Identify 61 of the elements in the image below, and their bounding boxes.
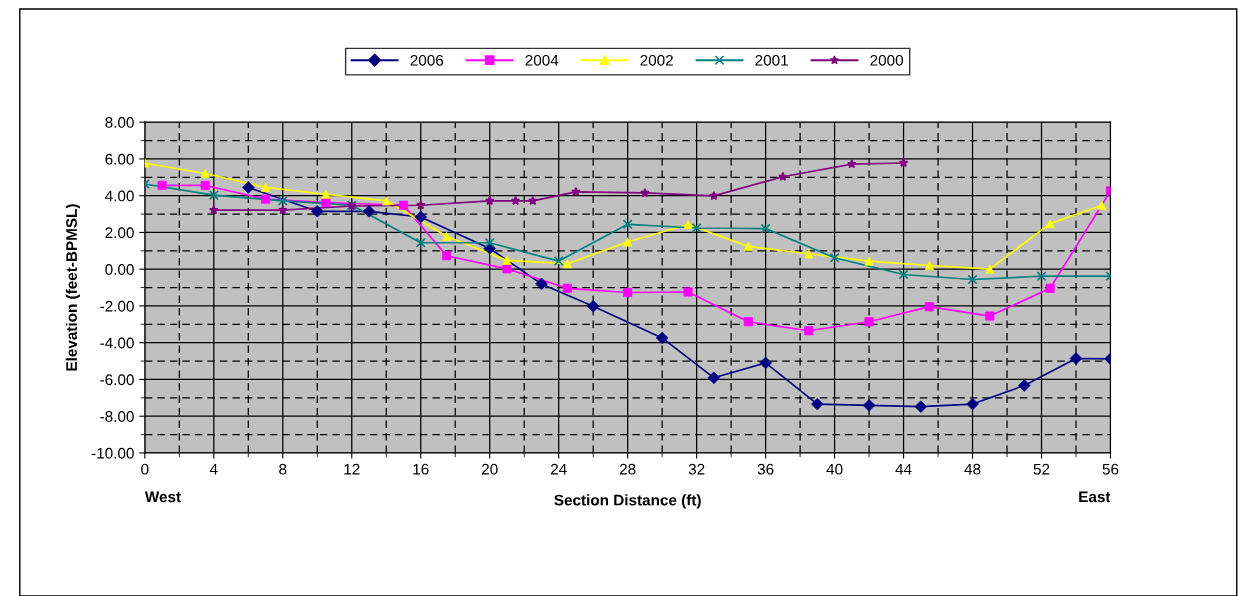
point (847, 159, 857, 169)
x-tick-label: 48 (964, 463, 981, 475)
point (415, 200, 426, 210)
point (683, 220, 693, 230)
y-tick-label: -8.00 (100, 411, 134, 422)
y-tick-label: -4.00 (100, 337, 134, 349)
legend-label: 2004 (525, 54, 559, 66)
point (622, 219, 633, 230)
point (709, 190, 719, 201)
legend-label: 2006 (410, 54, 444, 66)
y-axis-title: Elevation (feet-BPMSL) (65, 204, 80, 371)
x-tick-label: 44 (895, 463, 912, 475)
x-tick-label: 32 (688, 463, 705, 475)
point (415, 237, 426, 248)
point (510, 195, 521, 206)
x-tick-label: 16 (413, 463, 429, 475)
x-tick-label: 8 (279, 463, 287, 475)
point (277, 195, 288, 206)
point (760, 223, 771, 234)
point (640, 187, 650, 198)
x-tick-label: 20 (481, 463, 498, 475)
point (208, 190, 219, 201)
y-tick-label: 0.00 (105, 264, 134, 275)
text: West (144, 491, 181, 503)
point (778, 171, 788, 181)
text: East (1079, 491, 1111, 503)
y-tick-label: 6.00 (105, 153, 134, 165)
point (484, 237, 495, 248)
point (898, 269, 909, 280)
x-tick-label: 24 (550, 463, 567, 475)
legend-label: 2000 (870, 54, 903, 66)
y-tick-label: -6.00 (100, 374, 134, 386)
x-tick-label: 52 (1033, 463, 1050, 475)
x-tick-label: 36 (757, 463, 774, 475)
point (484, 195, 495, 206)
y-tick-label: -2.00 (100, 300, 134, 312)
point (261, 182, 271, 192)
x-axis-title: Section Distance (ft) (554, 494, 701, 509)
y-tick-label: 8.00 (105, 117, 134, 128)
x-tick-label: 28 (619, 463, 636, 475)
point (528, 195, 538, 206)
y-tick-label: -10.00 (91, 447, 134, 459)
point (277, 205, 288, 215)
legend-label: 2002 (640, 54, 673, 66)
point (1036, 271, 1047, 282)
point (898, 157, 909, 168)
point (691, 223, 702, 234)
x-tick-label: 40 (826, 463, 843, 475)
x-tick-label: 56 (1102, 463, 1119, 475)
point (209, 205, 219, 215)
y-tick-label: 4.00 (105, 190, 134, 202)
x-tick-label: 0 (141, 463, 149, 475)
point (553, 256, 564, 267)
legend-label: 2001 (755, 54, 788, 66)
point (924, 261, 934, 271)
x-tick-label: 12 (344, 463, 360, 475)
point (829, 252, 840, 263)
y-tick-label: 2.00 (105, 227, 134, 239)
x-tick-label: 4 (209, 463, 218, 475)
point (571, 186, 581, 197)
point (967, 274, 978, 285)
